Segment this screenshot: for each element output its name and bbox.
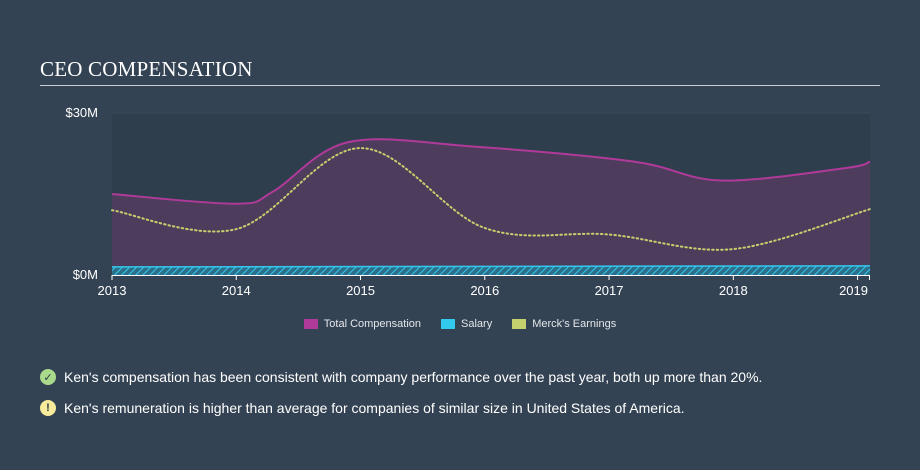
x-tick-label-2015: 2015 xyxy=(346,283,375,298)
x-tick-label-2016: 2016 xyxy=(470,283,499,298)
section-title: CEO COMPENSATION xyxy=(40,57,253,81)
legend-label-salary: Salary xyxy=(461,318,493,330)
salary-line xyxy=(111,265,871,268)
total-compensation-line xyxy=(111,138,871,205)
legend-item-salary[interactable]: Salary xyxy=(441,318,492,330)
exclamation-circle-icon: ! xyxy=(40,400,56,416)
chart-legend: Total Compensation Salary Merck's Earnin… xyxy=(0,318,920,330)
legend-item-earnings[interactable]: Merck's Earnings xyxy=(512,318,616,330)
total-compensation-swatch xyxy=(303,319,318,329)
salary-band xyxy=(112,265,870,275)
y-tick-label-0: $30M xyxy=(65,105,98,120)
earnings-line xyxy=(111,147,871,251)
insight-notes: ✓ Ken's compensation has been consistent… xyxy=(40,368,762,430)
salary-swatch xyxy=(441,319,456,329)
note-positive-text: Ken's compensation has been consistent w… xyxy=(64,369,763,385)
note-positive: ✓ Ken's compensation has been consistent… xyxy=(40,368,762,386)
x-tick-label-2017: 2017 xyxy=(595,283,624,298)
x-tick-label-2013: 2013 xyxy=(98,283,127,298)
legend-label-earnings: Merck's Earnings xyxy=(532,318,617,330)
x-tick-label-2018: 2018 xyxy=(719,283,748,298)
check-circle-icon: ✓ xyxy=(40,369,56,385)
x-tick-label-2019: 2019 xyxy=(839,283,868,298)
note-warning-text: Ken's remuneration is higher than averag… xyxy=(64,400,685,416)
note-warning: ! Ken's remuneration is higher than aver… xyxy=(40,399,762,417)
legend-label-total-compensation: Total Compensation xyxy=(323,318,422,330)
x-tick-label-2014: 2014 xyxy=(222,283,251,298)
earnings-swatch xyxy=(512,319,527,329)
title-divider xyxy=(40,85,880,86)
y-tick-label-1: $0M xyxy=(73,267,98,282)
legend-item-total-compensation[interactable]: Total Compensation xyxy=(303,318,422,330)
